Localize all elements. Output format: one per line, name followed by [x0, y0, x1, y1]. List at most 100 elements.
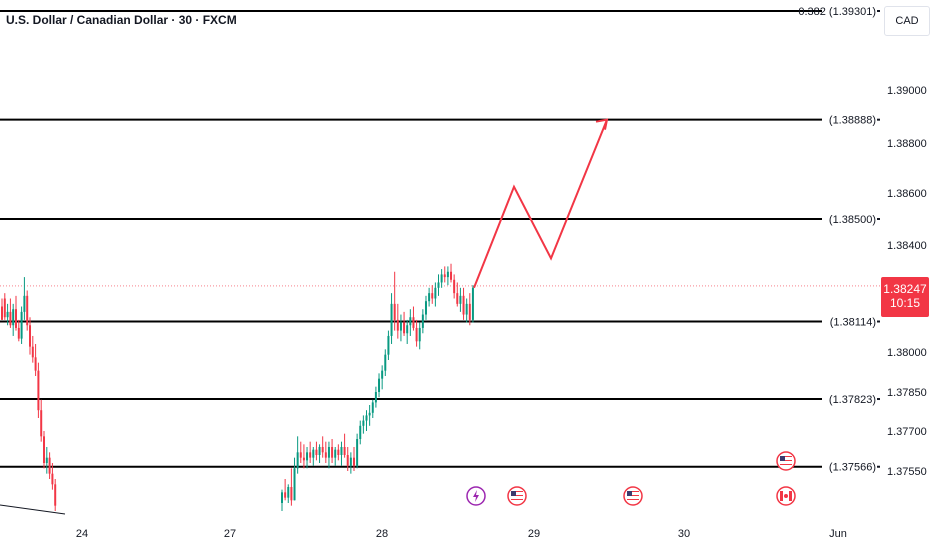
- candle-body: [415, 327, 418, 342]
- candle-body: [396, 319, 399, 331]
- x-tick-label: 24: [76, 528, 88, 540]
- chart-title: U.S. Dollar / Canadian Dollar · 30 · FXC…: [6, 13, 237, 27]
- candle-body: [315, 449, 318, 455]
- candle-body: [293, 468, 296, 501]
- candle-body: [302, 457, 305, 461]
- candle-body: [34, 357, 37, 371]
- y-tick-label: 1.38000: [887, 347, 927, 359]
- projection-arrowhead: [595, 118, 609, 130]
- candle-body: [290, 487, 293, 501]
- level-tick: [877, 398, 880, 401]
- x-tick-label: 28: [376, 528, 388, 540]
- y-tick-label: 1.37550: [887, 466, 927, 478]
- candle-body: [23, 295, 26, 312]
- flag-stripe: [511, 495, 523, 496]
- candle-body: [371, 402, 374, 413]
- candle-body: [446, 271, 449, 278]
- candle-body: [51, 473, 54, 485]
- candle-body: [43, 436, 45, 463]
- flag-stripe: [627, 493, 639, 494]
- candle-body: [318, 447, 321, 455]
- y-axis: 1.39000 1.38800 1.38600 1.38400 1.38000 1.378…: [887, 85, 927, 478]
- us-flag-icon[interactable]: [776, 451, 796, 471]
- candle-body: [349, 457, 352, 466]
- candle-body: [48, 457, 51, 474]
- candle-body: [331, 447, 334, 458]
- candle-body: [456, 293, 459, 304]
- projection-path: [473, 119, 608, 289]
- candle-body: [340, 447, 343, 455]
- bolt-shape: [473, 490, 479, 502]
- candle-body: [299, 452, 302, 458]
- flash-event-icon[interactable]: [466, 486, 486, 506]
- candle-body: [337, 449, 340, 455]
- candle-body: [462, 295, 465, 315]
- flag-stripe: [780, 462, 792, 463]
- level-tick: [877, 218, 880, 220]
- level-label: 0.382 (1.39301): [798, 6, 876, 18]
- flag-canton: [780, 456, 785, 461]
- level-label: (1.38500): [829, 214, 876, 226]
- candle-body: [378, 378, 381, 392]
- candle-body: [381, 370, 384, 379]
- flag-stripe: [511, 499, 523, 500]
- level-tick: [877, 320, 880, 323]
- candle-body: [3, 298, 6, 318]
- last-price-tag: 1.38247 10:15: [881, 277, 929, 317]
- candle-body: [424, 301, 427, 315]
- candle-body: [1, 306, 3, 320]
- candle-body: [20, 311, 23, 339]
- candle-body: [450, 271, 453, 280]
- level-label: (1.38114): [830, 317, 876, 329]
- candle-body: [390, 303, 393, 336]
- candle-body: [471, 287, 474, 320]
- flag-stripe: [627, 491, 639, 492]
- candle-body: [437, 282, 440, 288]
- candle-body: [393, 303, 396, 320]
- candle-body: [309, 452, 312, 458]
- candle-body: [29, 325, 31, 347]
- flag-canton: [627, 491, 632, 496]
- us-flag-icon[interactable]: [507, 486, 527, 506]
- candle-body: [281, 492, 283, 503]
- candle-body: [356, 439, 359, 466]
- event-markers: [466, 451, 796, 506]
- level-tick: [877, 465, 880, 468]
- candle-body: [31, 346, 34, 358]
- candle-body: [312, 449, 315, 458]
- candles: [1, 263, 474, 511]
- candle-body: [284, 492, 287, 498]
- candle-body: [40, 410, 43, 437]
- candle-body: [359, 425, 362, 439]
- candle-body: [453, 279, 456, 294]
- candle-body: [387, 335, 390, 355]
- currency-button[interactable]: CAD: [884, 6, 930, 36]
- level-tick: [877, 10, 880, 12]
- candle-body: [368, 412, 371, 416]
- candle-body: [352, 457, 355, 466]
- candle-body: [327, 447, 330, 458]
- candle-body: [459, 295, 462, 304]
- us-flag-icon[interactable]: [623, 486, 643, 506]
- flag-stripe: [780, 460, 792, 461]
- flag-stripe: [511, 491, 523, 492]
- candle-body: [45, 457, 48, 463]
- candle-body: [431, 293, 434, 299]
- flag-stripe: [627, 499, 639, 500]
- level-label: (1.37823): [829, 394, 876, 406]
- level-label: (1.38888): [829, 115, 876, 127]
- candle-body: [409, 317, 412, 326]
- canada-flag-icon[interactable]: [776, 486, 796, 506]
- candle-body: [468, 303, 471, 320]
- flag-stripe: [511, 493, 523, 494]
- candle-body: [15, 309, 17, 328]
- flag-stripe: [627, 495, 639, 496]
- candle-body: [287, 487, 290, 498]
- candle-body: [440, 274, 443, 283]
- x-tick-label: 27: [224, 528, 236, 540]
- flag-stripe: [780, 456, 792, 457]
- candle-body: [443, 274, 446, 278]
- level-label: (1.37566): [829, 462, 876, 474]
- candle-body: [362, 420, 365, 426]
